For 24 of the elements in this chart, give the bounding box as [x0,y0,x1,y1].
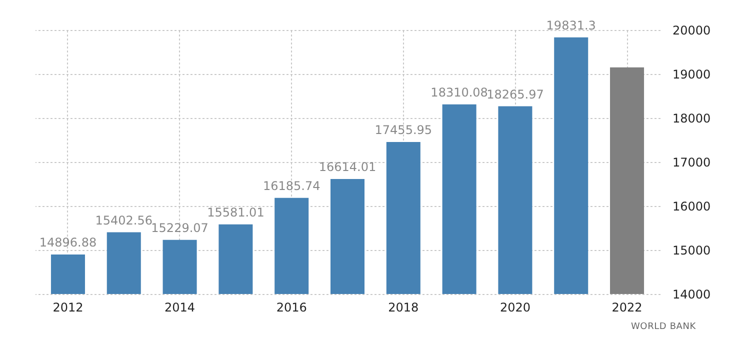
x-tick-label: 2018 [388,300,419,314]
data-label: 15229.07 [151,220,208,235]
data-label: 18265.97 [486,87,544,102]
text: WORLD BANK [630,322,696,332]
data-label: 15581.01 [207,205,264,220]
x-tick-label: 2016 [276,300,307,314]
y-tick-label: 19000 [672,68,711,82]
data-label: 16614.01 [318,160,376,174]
data-label: 18310.08 [430,85,488,100]
data-label: 19831.3 [546,18,596,32]
data-label: 17455.95 [374,122,432,137]
y-tick-label: 17000 [672,156,711,170]
x-tick-label: 2012 [52,300,84,314]
x-tick-label: 2014 [164,300,196,314]
x-tick-label: 2022 [612,300,642,314]
y-tick-label: 15000 [672,244,711,258]
y-tick-label: 16000 [672,200,711,214]
y-tick-label: 20000 [672,24,711,38]
y-tick-label: 18000 [672,112,711,126]
data-label: 15402.56 [95,213,153,228]
y-tick-label: 14000 [672,288,711,302]
x-tick-label: 2020 [500,300,530,314]
data-label: 16185.74 [262,178,320,193]
data-label: 14896.88 [39,236,97,250]
